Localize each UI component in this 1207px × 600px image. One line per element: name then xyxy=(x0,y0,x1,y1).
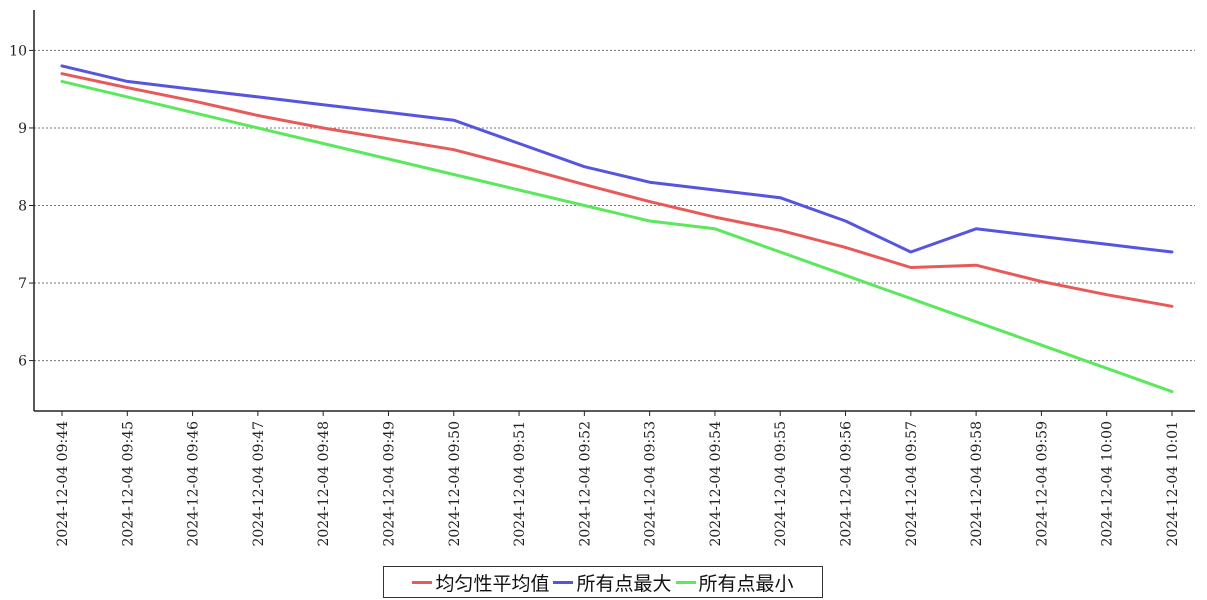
x-axis-ticks: 2024-12-04 09:44 2024-12-04 09:45 2024-12-… xyxy=(55,411,1181,547)
legend-swatch-min xyxy=(675,580,696,584)
legend-label-max: 所有点最大 xyxy=(576,572,672,595)
y-tick-label: 9 xyxy=(18,121,27,137)
series-line-0 xyxy=(60,72,1174,308)
x-tick-label: 2024-12-04 09:44 xyxy=(55,421,71,547)
x-tick-label: 2024-12-04 09:57 xyxy=(904,421,920,547)
series-line-2 xyxy=(60,79,1174,394)
legend: 均匀性平均值 所有点最大 所有点最小 xyxy=(383,566,823,598)
x-tick-label: 2024-12-04 10:00 xyxy=(1100,421,1116,547)
y-tick-label: 8 xyxy=(18,199,27,215)
x-tick-label: 2024-12-04 09:59 xyxy=(1034,421,1050,547)
grid-lines xyxy=(34,49,1195,362)
x-tick-label: 2024-12-04 09:55 xyxy=(773,421,789,547)
x-tick-label: 2024-12-04 09:50 xyxy=(447,421,463,547)
legend-label-avg: 均匀性平均值 xyxy=(435,572,550,595)
x-tick-label: 2024-12-04 10:01 xyxy=(1165,421,1181,547)
legend-swatch-avg xyxy=(412,580,433,584)
x-tick-label: 2024-12-04 09:49 xyxy=(381,421,397,547)
x-tick-label: 2024-12-04 09:51 xyxy=(512,421,528,547)
x-tick-label: 2024-12-04 09:48 xyxy=(316,421,332,547)
legend-item-avg: 均匀性平均值 xyxy=(412,569,549,596)
legend-item-max: 所有点最大 xyxy=(553,569,672,596)
y-tick-label: 10 xyxy=(9,43,27,59)
x-tick-label: 2024-12-04 09:58 xyxy=(969,421,985,547)
legend-swatch-max xyxy=(553,580,574,584)
x-tick-label: 2024-12-04 09:45 xyxy=(120,421,136,547)
y-axis-ticks: 6 7 8 9 10 xyxy=(9,43,34,370)
legend-item-min: 所有点最小 xyxy=(675,569,794,596)
x-tick-label: 2024-12-04 09:53 xyxy=(643,421,659,547)
x-tick-label: 2024-12-04 09:46 xyxy=(186,421,202,547)
legend-label-min: 所有点最小 xyxy=(698,572,794,595)
x-tick-label: 2024-12-04 09:52 xyxy=(577,421,593,547)
x-tick-label: 2024-12-04 09:56 xyxy=(839,421,855,547)
x-tick-label: 2024-12-04 09:54 xyxy=(708,421,724,547)
y-tick-label: 6 xyxy=(18,354,27,370)
y-tick-label: 7 xyxy=(18,276,27,292)
series-lines xyxy=(60,64,1174,394)
series-line-1 xyxy=(60,64,1174,254)
x-tick-label: 2024-12-04 09:47 xyxy=(251,421,267,547)
